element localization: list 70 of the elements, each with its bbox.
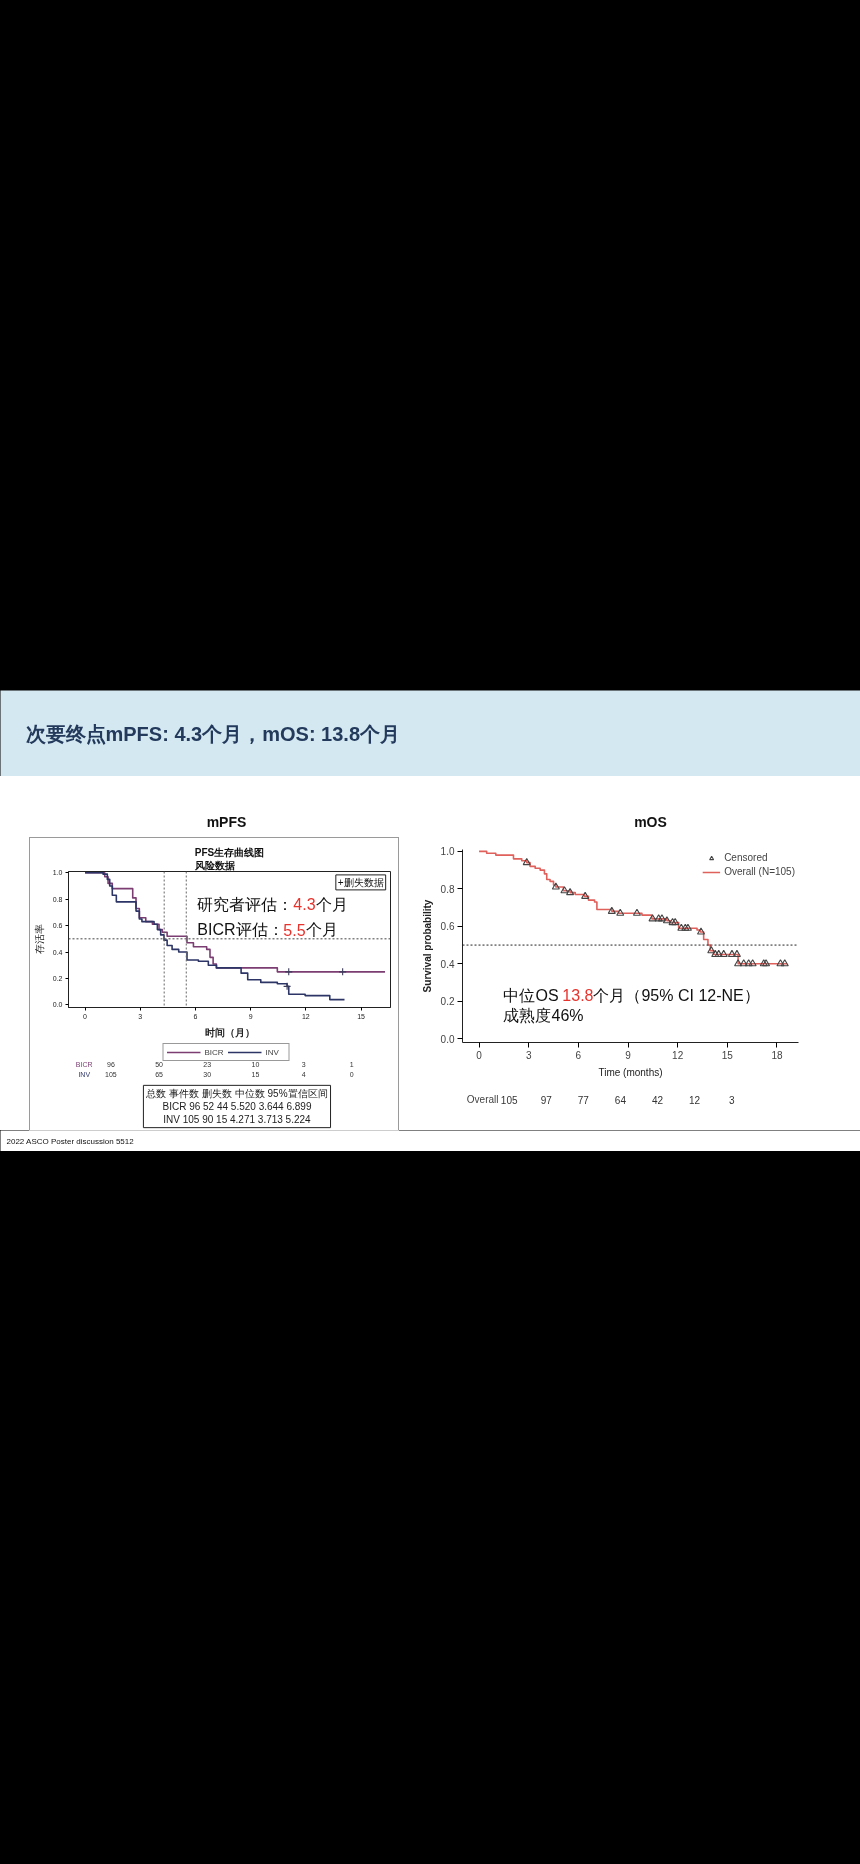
text: 3 [728, 1094, 735, 1106]
text: 次要终点mPFS: 4.3个月，mOS: 13.8个月 [25, 722, 401, 745]
legend-label: Overall (N=105) [724, 866, 795, 877]
y-tick-label: 0.2 [440, 996, 455, 1008]
point [668, 917, 677, 926]
point [748, 959, 757, 967]
text: 2022 ASCO Poster discussion 5512 [6, 1137, 135, 1146]
x-tick-label: 0 [476, 1049, 483, 1061]
point [719, 949, 728, 957]
point [732, 949, 741, 957]
point [734, 959, 743, 967]
x-tick-label: 9 [625, 1049, 632, 1061]
chart-title: mPFS [206, 813, 247, 830]
point [607, 906, 616, 914]
point [522, 858, 531, 866]
x-tick-label: 18 [771, 1049, 783, 1061]
point [727, 949, 737, 957]
legend-label: Censored [724, 852, 768, 863]
point [648, 914, 657, 922]
y-tick-label: 0.8 [440, 883, 455, 895]
point [759, 959, 768, 967]
point [776, 959, 785, 967]
text: 105 [500, 1094, 518, 1106]
point [714, 949, 723, 957]
point [551, 882, 560, 890]
annotation: 中位OS 13.8个月（95% CI 12-NE） [503, 986, 760, 1005]
x-tick-label: 15 [721, 1049, 734, 1061]
text: Overall [466, 1094, 499, 1105]
point [654, 914, 663, 922]
annotation: BICR评估：5.5个月 [197, 921, 338, 939]
x-axis-title: Time (months) [598, 1066, 663, 1078]
x-tick-label: 12 [672, 1049, 684, 1061]
y-tick-label: 0.0 [440, 1033, 455, 1045]
point [581, 891, 590, 899]
point [739, 959, 748, 967]
text: 12 [689, 1094, 701, 1106]
y-tick-label: 0.6 [440, 921, 455, 933]
text: 42 [651, 1094, 664, 1106]
text: 77 [577, 1094, 590, 1106]
point [707, 946, 716, 954]
x-tick-label: 3 [525, 1049, 532, 1061]
annotation: +删失数据 [337, 876, 384, 888]
text: 64 [614, 1094, 627, 1106]
point [696, 927, 706, 935]
text: 总数 事件数 删失数 中位数 95%置信区间 BICR 96 52 44 5.520 3.644 6.899 INV 105 90 15 4.271 3.713 5.224 [145, 1088, 328, 1125]
chart-subtitle: PFS生存曲线图风险数据 [193, 847, 265, 871]
point [671, 917, 680, 926]
point [560, 886, 569, 894]
point [711, 949, 720, 957]
annotation: 研究者评估：4.3个月 [197, 895, 348, 914]
point [657, 914, 666, 922]
point [566, 888, 575, 896]
point [677, 923, 686, 931]
point [632, 908, 642, 916]
chart-title: mOS [634, 813, 667, 830]
y-tick-label: 0.4 [440, 958, 455, 970]
point [616, 908, 625, 916]
point [762, 959, 771, 967]
point [662, 916, 671, 924]
text: 97 [540, 1094, 553, 1106]
x-tick-label: 6 [575, 1049, 582, 1061]
point [744, 959, 753, 967]
point [780, 959, 789, 967]
legend-label: INV [265, 1047, 280, 1057]
y-tick-label: 1.0 [440, 846, 455, 858]
x-axis-title: 时间（月） [204, 1026, 255, 1038]
y-axis-title: 存活率 [33, 924, 45, 955]
legend-label: BICR [204, 1047, 225, 1057]
y-axis-title: Survival probability [421, 899, 433, 993]
annotation: 成熟度46% [503, 1006, 584, 1024]
